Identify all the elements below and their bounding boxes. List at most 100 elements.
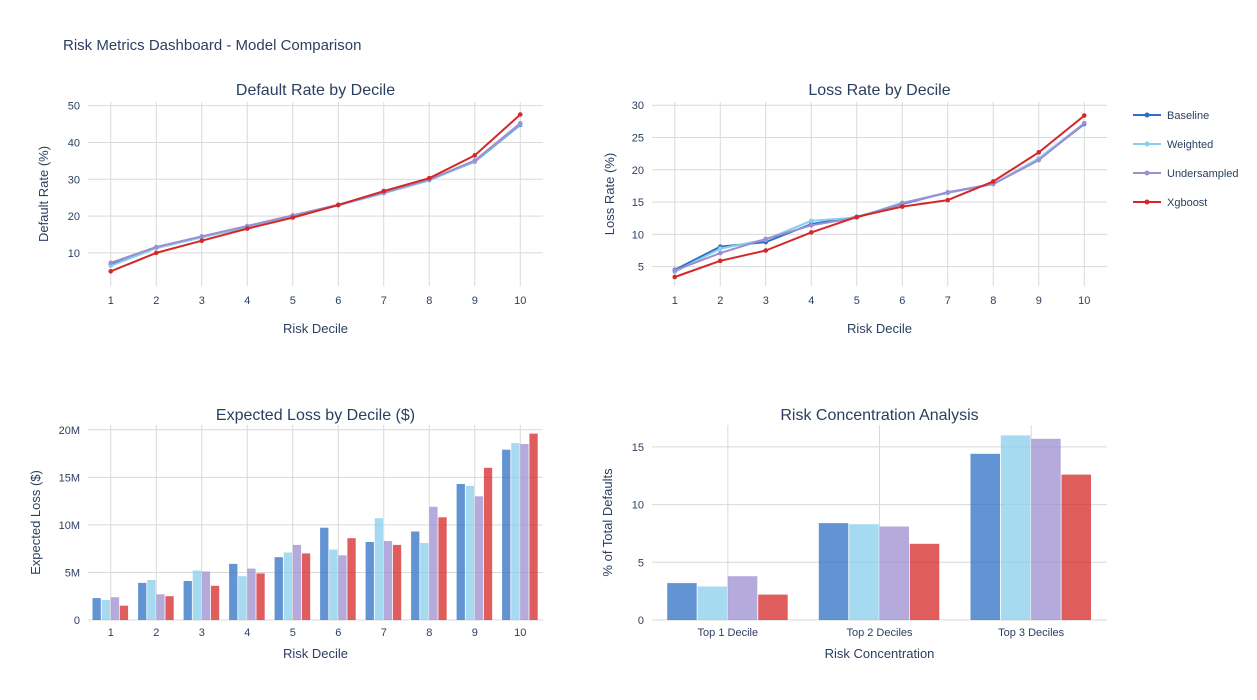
chart-risk-concentration: Risk Concentration Analysis 0 5 10 15 Top 1 D… <box>600 407 1107 661</box>
bar <box>183 581 192 620</box>
data-point <box>672 274 678 280</box>
legend-swatch-marker <box>1144 170 1150 176</box>
bar <box>909 543 940 620</box>
bar <box>283 552 292 620</box>
data-point <box>381 188 387 194</box>
bar <box>301 553 311 620</box>
data-point <box>1036 157 1042 163</box>
bar <box>320 527 329 620</box>
bar <box>465 485 474 620</box>
y-tick-label: 5 <box>638 262 644 274</box>
x-tick-label: 5 <box>290 295 296 307</box>
y-tick-label: 40 <box>68 137 80 149</box>
chart-title: Expected Loss by Decile ($) <box>216 407 415 424</box>
y-tick-label: 10M <box>59 520 80 532</box>
bar <box>1061 474 1091 620</box>
data-point <box>808 218 814 224</box>
x-axis-label: Risk Decile <box>283 321 348 336</box>
x-tick-label: 7 <box>381 295 387 307</box>
x-tick-label: 5 <box>854 295 860 307</box>
bar <box>970 453 1000 620</box>
legend-swatch-marker <box>1144 141 1150 147</box>
chart-expected-loss: Expected Loss by Decile ($) 0 5M 10M 15M 20M 1… <box>28 407 543 661</box>
x-tick-label: 3 <box>199 627 205 639</box>
y-tick-label: 30 <box>68 174 80 186</box>
data-point <box>335 202 341 208</box>
x-tick-label: 3 <box>763 295 769 307</box>
y-tick-label: 20M <box>59 425 80 437</box>
data-point <box>472 158 478 163</box>
bar <box>156 594 165 620</box>
x-tick-label: 8 <box>990 295 996 307</box>
x-axis-label: Risk Concentration <box>825 646 935 661</box>
data-point <box>244 226 250 231</box>
data-point <box>763 236 769 242</box>
series-baseline <box>667 453 1000 620</box>
bar <box>365 542 374 620</box>
bar <box>383 541 393 620</box>
data-point <box>517 112 523 117</box>
data-point <box>717 246 723 251</box>
data-point <box>1081 121 1087 126</box>
x-tick-label: 4 <box>244 627 250 639</box>
x-tick-label: 4 <box>808 295 814 307</box>
bar <box>411 531 420 620</box>
x-tick-label: 8 <box>426 627 432 639</box>
legend-item-undersampled: Undersampled <box>1133 168 1239 180</box>
x-tick-label: 1 <box>108 627 114 639</box>
bar <box>420 543 429 620</box>
x-tick-label: 9 <box>1036 295 1042 307</box>
bar <box>511 443 520 620</box>
y-tick-label: 30 <box>632 100 644 112</box>
x-tick-label: 6 <box>899 295 905 307</box>
x-tick-label: Top 1 Decile <box>698 627 759 639</box>
legend-swatch-marker <box>1144 112 1150 118</box>
y-tick-label: 15 <box>632 197 644 209</box>
bar <box>192 570 201 620</box>
bar <box>529 433 538 620</box>
data-point <box>808 230 814 235</box>
legend-item-xgboost: Xgboost <box>1133 197 1207 209</box>
y-axis-label: Loss Rate (%) <box>602 153 617 235</box>
y-tick-label: 20 <box>68 211 80 223</box>
bar <box>667 583 697 620</box>
series-line-xgboost <box>110 113 521 273</box>
chart-title: Loss Rate by Decile <box>808 82 950 99</box>
bar <box>256 573 265 620</box>
series-xgboost <box>758 474 1091 620</box>
x-tick-label: Top 2 Deciles <box>846 627 913 639</box>
x-tick-label: 2 <box>717 295 723 307</box>
bar <box>456 484 465 620</box>
data-point <box>426 175 432 181</box>
y-axis-label: Default Rate (%) <box>36 146 51 242</box>
bar <box>1000 435 1031 620</box>
data-point <box>472 153 478 158</box>
y-tick-label: 0 <box>638 615 644 627</box>
bar <box>438 517 447 620</box>
y-tick-label: 15 <box>632 442 644 454</box>
x-tick-label: 10 <box>1078 295 1090 307</box>
series-baseline <box>92 449 511 620</box>
series-undersampled <box>672 121 1087 273</box>
x-tick-label: 2 <box>153 627 159 639</box>
data-point <box>945 190 951 195</box>
x-tick-label: 7 <box>945 295 951 307</box>
data-point <box>899 201 905 206</box>
bar <box>758 594 788 620</box>
bar <box>879 526 909 620</box>
series-undersampled <box>110 444 529 620</box>
data-point <box>672 268 678 273</box>
x-axis-label: Risk Decile <box>283 646 348 661</box>
bar <box>849 524 879 620</box>
x-tick-label: 2 <box>153 295 159 307</box>
bar <box>697 586 727 620</box>
x-tick-label: 6 <box>335 295 341 307</box>
x-axis-label: Risk Decile <box>847 321 912 336</box>
bar <box>101 600 110 620</box>
legend-label: Weighted <box>1167 139 1213 151</box>
y-tick-label: 5M <box>65 567 80 579</box>
bar <box>119 605 129 620</box>
data-point <box>990 179 996 184</box>
x-tick-label: 8 <box>426 295 432 307</box>
